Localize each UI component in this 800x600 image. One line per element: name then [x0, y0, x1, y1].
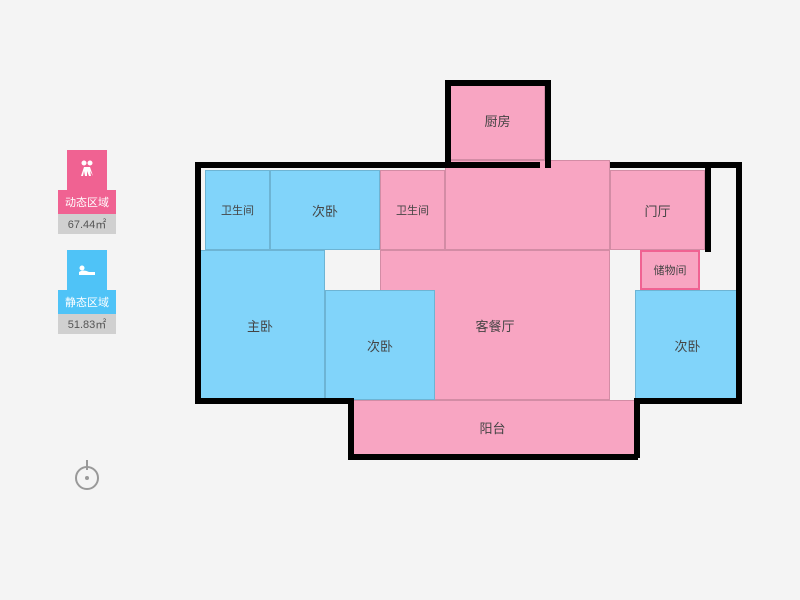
room-label: 厨房	[484, 111, 510, 130]
room-label: 门厅	[644, 201, 670, 220]
wall	[545, 80, 551, 168]
room-次卧: 次卧	[325, 290, 435, 400]
room-label: 次卧	[674, 336, 700, 355]
compass-icon	[72, 462, 102, 492]
room-label: 阳台	[479, 418, 505, 437]
room-次卧: 次卧	[635, 290, 740, 400]
room-储物间: 储物间	[640, 250, 700, 290]
wall	[348, 398, 354, 458]
room-卫生间: 卫生间	[205, 170, 270, 250]
wall	[445, 80, 547, 86]
room-label: 次卧	[367, 336, 393, 355]
legend-dynamic-value: 67.44㎡	[58, 214, 116, 234]
room-主卧: 主卧	[195, 250, 325, 400]
room-label: 卫生间	[396, 202, 429, 218]
room-厨房: 厨房	[450, 80, 545, 160]
room-label: 客餐厅	[475, 316, 514, 335]
room-label: 储物间	[654, 262, 687, 278]
legend: 动态区域 67.44㎡ 静态区域 51.83㎡	[58, 150, 116, 350]
floorplan: 厨房卫生间门厅客餐厅储物间阳台卫生间次卧主卧次卧次卧	[180, 80, 740, 500]
wall	[634, 398, 640, 458]
legend-dynamic: 动态区域 67.44㎡	[58, 150, 116, 234]
room-卫生间: 卫生间	[380, 170, 445, 250]
wall	[195, 398, 350, 404]
room-门厅: 门厅	[610, 170, 705, 250]
legend-static-label: 静态区域	[58, 290, 116, 314]
wall	[610, 162, 740, 168]
room-次卧: 次卧	[270, 170, 380, 250]
legend-dynamic-label: 动态区域	[58, 190, 116, 214]
room-label: 次卧	[312, 201, 338, 220]
wall	[634, 398, 742, 404]
room-area	[445, 160, 610, 250]
wall	[348, 454, 638, 460]
wall	[736, 162, 742, 402]
legend-static: 静态区域 51.83㎡	[58, 250, 116, 334]
wall	[195, 162, 201, 402]
room-label: 卫生间	[221, 202, 254, 218]
wall	[195, 162, 540, 168]
people-icon	[67, 150, 107, 190]
nap-icon	[67, 250, 107, 290]
room-阳台: 阳台	[350, 400, 635, 455]
room-label: 主卧	[247, 316, 273, 335]
wall	[445, 80, 451, 168]
legend-static-value: 51.83㎡	[58, 314, 116, 334]
wall	[705, 162, 711, 252]
